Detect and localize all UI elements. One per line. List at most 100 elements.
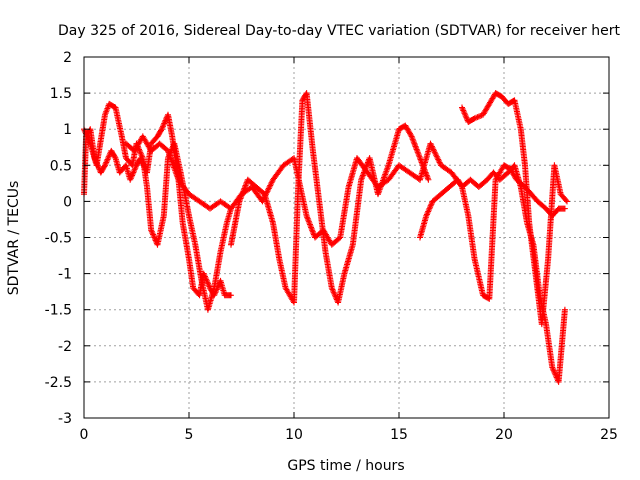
- data-point: [150, 233, 157, 240]
- data-point: [329, 286, 336, 293]
- data-point: [359, 172, 366, 179]
- y-tick-label: -3: [58, 411, 72, 427]
- data-point: [358, 176, 365, 183]
- data-point: [423, 212, 430, 219]
- data-point: [409, 136, 416, 143]
- data-point: [310, 230, 317, 237]
- data-point: [268, 179, 275, 186]
- data-point: [86, 139, 93, 146]
- data-point: [361, 168, 368, 175]
- data-point: [433, 153, 440, 160]
- data-point: [431, 147, 437, 154]
- data-point: [138, 152, 145, 159]
- data-point: [111, 153, 118, 160]
- data-point: [151, 234, 158, 241]
- data-point: [238, 194, 245, 201]
- data-point: [205, 282, 212, 289]
- data-point: [239, 189, 246, 196]
- data-point: [413, 144, 420, 151]
- data-points: [81, 90, 570, 385]
- data-point: [151, 235, 158, 242]
- data-point: [429, 144, 436, 151]
- data-point: [410, 139, 417, 146]
- data-point: [159, 124, 166, 131]
- x-tick-label: 0: [80, 427, 89, 443]
- data-point: [149, 230, 156, 237]
- data-point: [161, 120, 168, 127]
- data-point: [434, 155, 441, 162]
- data-point: [158, 126, 165, 133]
- data-point: [549, 365, 556, 372]
- data-point: [307, 222, 314, 229]
- data-point: [103, 157, 110, 164]
- data-point: [413, 146, 420, 153]
- data-point: [303, 212, 310, 219]
- data-point: [240, 186, 247, 193]
- y-tick-label: -0.5: [45, 231, 72, 247]
- data-point: [265, 185, 272, 192]
- data-point: [104, 156, 111, 163]
- chart-title: Day 325 of 2016, Sidereal Day-to-day VTE…: [58, 23, 620, 39]
- data-point: [101, 163, 108, 170]
- data-point: [435, 157, 442, 164]
- data-point: [305, 218, 312, 225]
- y-tick-label: -2.5: [45, 375, 72, 391]
- data-point: [105, 155, 112, 162]
- data-point: [426, 205, 433, 212]
- y-tick-label: 1: [63, 122, 72, 138]
- data-point: [474, 114, 481, 121]
- data-point: [86, 137, 93, 144]
- data-point: [425, 208, 432, 215]
- data-point: [159, 123, 166, 130]
- x-tick-label: 20: [495, 427, 513, 443]
- data-point: [416, 153, 423, 160]
- data-point: [148, 228, 155, 235]
- data-point: [414, 147, 421, 154]
- data-point: [306, 220, 313, 227]
- y-tick-label: -1.5: [45, 303, 72, 319]
- x-tick-label: 15: [390, 427, 408, 443]
- data-point: [332, 293, 339, 300]
- data-point: [137, 149, 144, 156]
- data-point: [414, 149, 421, 156]
- data-point: [129, 170, 136, 177]
- data-point: [417, 156, 424, 163]
- data-point: [228, 292, 234, 299]
- data-point: [461, 110, 468, 117]
- data-point: [304, 214, 311, 221]
- data-point: [561, 306, 568, 313]
- data-point: [358, 175, 365, 182]
- data-point: [459, 104, 465, 111]
- data-point: [130, 168, 137, 175]
- data-point: [551, 370, 558, 377]
- y-tick-label: -2: [58, 339, 72, 355]
- data-point: [84, 133, 91, 140]
- data-point: [415, 152, 422, 159]
- data-point: [137, 150, 144, 157]
- data-point: [264, 188, 271, 195]
- data-point: [463, 114, 470, 121]
- series-track-g: [459, 90, 570, 328]
- data-point: [431, 149, 438, 156]
- data-point: [242, 183, 248, 190]
- data-point: [204, 279, 211, 286]
- data-point: [561, 205, 568, 212]
- data-point: [473, 114, 479, 121]
- data-point: [102, 162, 108, 169]
- data-point: [265, 186, 272, 193]
- data-point: [460, 108, 467, 115]
- data-point: [237, 195, 244, 202]
- data-point: [128, 173, 135, 180]
- data-point: [132, 163, 139, 170]
- data-point: [236, 198, 243, 205]
- data-point: [160, 121, 167, 128]
- data-point: [427, 140, 434, 147]
- data-point: [328, 285, 335, 292]
- data-point: [424, 173, 431, 180]
- data-point: [551, 368, 558, 375]
- data-point: [428, 201, 435, 208]
- y-tick-label: 0.5: [50, 158, 72, 174]
- data-point: [564, 198, 570, 205]
- data-point: [362, 165, 369, 172]
